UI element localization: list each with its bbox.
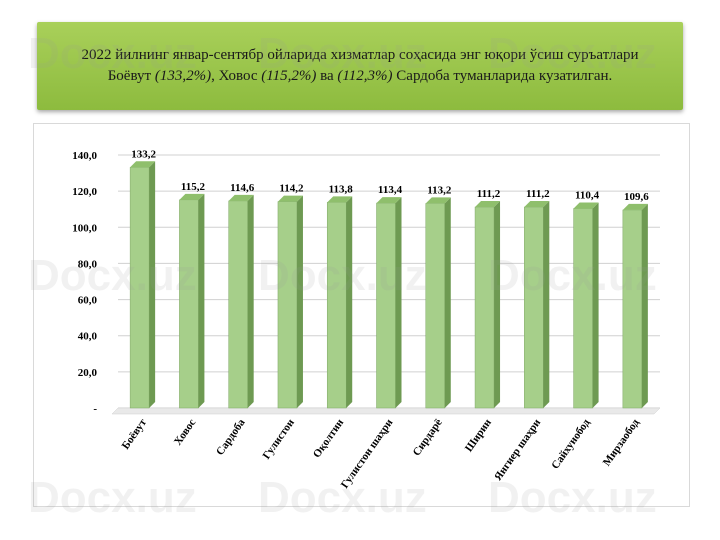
data-label: 115,2 xyxy=(181,181,206,193)
bar-side xyxy=(641,203,648,408)
bar-side xyxy=(444,197,451,408)
bar-side xyxy=(346,196,353,408)
bar-top xyxy=(376,197,402,204)
x-tick-label: Сайхунобод xyxy=(549,416,593,471)
header-line2-d: (115,2%) xyxy=(261,68,317,84)
bar xyxy=(129,167,150,409)
y-tick-label: 60,0 xyxy=(78,295,98,307)
y-tick-label: 140,0 xyxy=(72,150,97,162)
data-label: 113,8 xyxy=(329,183,354,195)
x-tick-label: Оқолтин xyxy=(311,416,347,460)
bar xyxy=(277,201,298,409)
header-line2-c: , Ховос xyxy=(211,68,262,84)
y-tick-label: 120,0 xyxy=(72,186,97,198)
bar-top xyxy=(327,196,353,203)
data-label: 114,6 xyxy=(230,182,255,194)
bar xyxy=(573,208,593,409)
header-banner: 2022 йилнинг январ-сентябр ойларида хизм… xyxy=(37,22,683,110)
y-tick-label: - xyxy=(93,403,97,415)
bar-side xyxy=(395,197,402,408)
x-tick-label: Гулистон шаҳри xyxy=(339,416,396,490)
bar xyxy=(425,203,446,409)
y-tick-label: 20,0 xyxy=(78,367,98,379)
bar-top xyxy=(277,195,303,202)
bar-top xyxy=(475,201,501,208)
bar xyxy=(228,200,248,409)
x-tick-label: Янгиер шаҳри xyxy=(492,416,544,482)
bar-side xyxy=(494,201,501,408)
y-tick-label: 40,0 xyxy=(78,331,98,343)
bar-top xyxy=(524,201,550,208)
bar xyxy=(326,202,347,409)
bar-top xyxy=(179,193,205,200)
bar-top xyxy=(228,194,254,201)
bar-side xyxy=(149,161,156,408)
data-label: 111,2 xyxy=(526,188,550,200)
chart-floor xyxy=(111,407,661,415)
data-label: 113,2 xyxy=(427,184,452,196)
x-tick-label: Ховос xyxy=(172,417,199,448)
bar xyxy=(179,199,199,409)
bar-top xyxy=(622,203,648,210)
header-line2-a: Боёвут xyxy=(107,68,155,84)
bar-top xyxy=(130,161,156,168)
bar-side xyxy=(296,195,303,408)
y-tick-label: 100,0 xyxy=(72,222,97,234)
bar xyxy=(622,209,643,409)
header-line2-e: ва xyxy=(316,68,338,84)
data-label: 114,2 xyxy=(279,183,304,195)
data-label: 109,6 xyxy=(624,191,649,203)
bar-side xyxy=(543,201,550,408)
header-line2-f: (112,3%) xyxy=(337,68,393,84)
bar-side xyxy=(592,202,599,408)
x-tick-label: Сирдарё xyxy=(411,417,445,459)
bar xyxy=(474,206,495,409)
data-label: 133,2 xyxy=(131,148,156,160)
bar-side xyxy=(247,194,254,408)
header-line2-b: (133,2%) xyxy=(154,68,212,84)
data-label: 111,2 xyxy=(477,188,501,200)
header-line2-g: Сардоба туманларида кузатилган. xyxy=(392,68,613,84)
x-tick-label: Гулистон xyxy=(261,416,298,461)
bar xyxy=(524,206,544,409)
bar xyxy=(376,202,396,409)
bar-top xyxy=(425,197,451,204)
x-tick-label: Сардоба xyxy=(214,416,248,457)
header-line1: 2022 йилнинг январ-сентябр ойларида хизм… xyxy=(81,47,639,63)
x-tick-label: Боёвут xyxy=(120,416,150,451)
bar-side xyxy=(198,193,205,408)
x-tick-label: Ширин xyxy=(463,416,495,454)
y-tick-label: 80,0 xyxy=(78,258,98,270)
data-label: 113,4 xyxy=(378,184,403,196)
header-text: 2022 йилнинг январ-сентябр ойларида хизм… xyxy=(81,45,638,87)
bar-top xyxy=(573,202,599,209)
data-label: 110,4 xyxy=(575,189,600,201)
x-tick-label: Мирзаобод xyxy=(601,416,642,468)
